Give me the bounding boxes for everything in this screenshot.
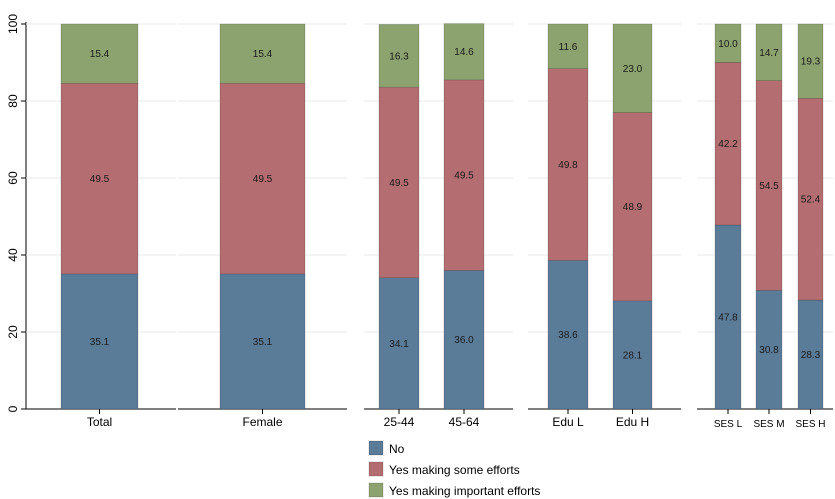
data-label-25-44-series-3: 16.3 [389,51,409,62]
bar-female-series-3 [219,23,306,84]
bar-ses-m-series-3 [755,23,783,81]
data-label-total-series-2: 49.5 [90,174,110,185]
data-label-edu-h-series-1: 28.1 [623,350,643,361]
panel-3: 34.1 49.5 16.3 25-44 36.0 49.5 14.6 45-64 [364,23,513,429]
bar-25-44-series-2 [378,86,420,279]
x-tick-label-ses-m: SES M [753,419,784,430]
y-tick-label-60: 60 [6,171,20,185]
data-label-25-44-series-2: 49.5 [389,178,409,189]
data-label-ses-h-series-1: 28.3 [801,350,821,361]
y-tick-label-40: 40 [6,248,20,262]
panel-5: 47.8 42.2 10.0 SES L 30.8 54.5 14.7 SES M 28.3 52… [697,23,833,430]
x-tick-label-ses-l: SES L [714,419,743,430]
panel-2: 35.1 49.5 15.4 Female [178,23,347,429]
data-label-45-64-series-2: 49.5 [454,171,474,182]
x-tick-label-edu-l: Edu L [552,415,584,429]
bar-ses-l-series-1 [714,224,742,410]
bar-edu-l-series-2 [547,68,589,261]
bar-25-44-series-3 [378,24,420,88]
bar-45-64-series-1 [443,270,485,410]
bar-ses-h-series-3 [797,23,824,99]
bar-edu-h-series-1 [612,300,653,410]
data-label-total-series-1: 35.1 [90,337,110,348]
x-tick-label-45-64: 45-64 [449,415,480,429]
data-label-ses-m-series-3: 14.7 [759,48,779,59]
bar-ses-h-series-2 [797,98,824,301]
data-label-ses-h-series-2: 52.4 [801,195,821,206]
y-tick-label-100: 100 [6,14,20,34]
data-label-25-44-series-1: 34.1 [389,339,409,350]
data-label-female-series-2: 49.5 [253,174,273,185]
bar-45-64-series-3 [443,23,485,81]
bar-ses-m-series-2 [755,80,783,291]
bar-ses-l-series-3 [714,23,742,63]
bar-edu-h-series-3 [612,23,653,113]
data-label-ses-m-series-1: 30.8 [759,345,779,356]
data-label-ses-m-series-2: 54.5 [759,181,779,192]
bar-edu-l-series-3 [547,23,589,69]
bar-45-64-series-2 [443,79,485,271]
data-label-female-series-3: 15.4 [253,49,273,60]
x-tick-label-25-44: 25-44 [384,415,415,429]
data-label-edu-l-series-2: 49.8 [558,160,578,171]
data-label-ses-l-series-1: 47.8 [718,312,738,323]
bar-female-series-2 [219,82,306,275]
x-tick-label-ses-h: SES H [795,419,825,430]
bar-ses-m-series-1 [755,290,783,410]
bar-total-series-1 [60,273,139,410]
bar-total-series-2 [60,82,139,275]
bar-total-series-3 [60,23,139,84]
data-label-ses-l-series-3: 10.0 [718,39,738,50]
y-tick-label-80: 80 [6,94,20,108]
data-label-ses-h-series-3: 19.3 [801,57,821,68]
y-axis: 0 20 40 60 80 100 [6,14,27,412]
legend-swatch-2 [368,461,384,477]
data-label-ses-l-series-2: 42.2 [718,139,738,150]
legend-swatch-1 [368,440,384,456]
data-label-female-series-1: 35.1 [253,337,273,348]
bar-25-44-series-1 [378,277,420,410]
legend-label-1: No [389,442,405,456]
data-label-45-64-series-3: 14.6 [454,47,474,58]
legend: No Yes making some efforts Yes making impo… [368,440,540,498]
data-label-edu-l-series-1: 38.6 [558,330,578,341]
bar-female-series-1 [219,273,306,410]
panel-4: 38.6 49.8 11.6 Edu L 28.1 48.9 23.0 Edu H [528,23,681,429]
data-label-edu-h-series-3: 23.0 [623,64,643,75]
legend-swatch-3 [368,482,384,498]
legend-label-3: Yes making important efforts [389,484,540,498]
data-label-45-64-series-1: 36.0 [454,335,474,346]
legend-label-2: Yes making some efforts [389,463,520,477]
data-label-edu-h-series-2: 48.9 [623,202,643,213]
bar-edu-h-series-2 [612,112,653,302]
data-label-total-series-3: 15.4 [90,49,110,60]
x-tick-label-female: Female [242,415,282,429]
x-tick-label-edu-h: Edu H [616,415,649,429]
bar-edu-l-series-1 [547,260,589,410]
x-tick-label-total: Total [87,415,112,429]
y-tick-label-20: 20 [6,325,20,339]
y-tick-label-0: 0 [6,405,20,412]
bar-ses-h-series-1 [797,299,824,410]
data-label-edu-l-series-3: 11.6 [559,42,578,53]
panel-1: 35.1 49.5 15.4 Total [26,23,176,429]
